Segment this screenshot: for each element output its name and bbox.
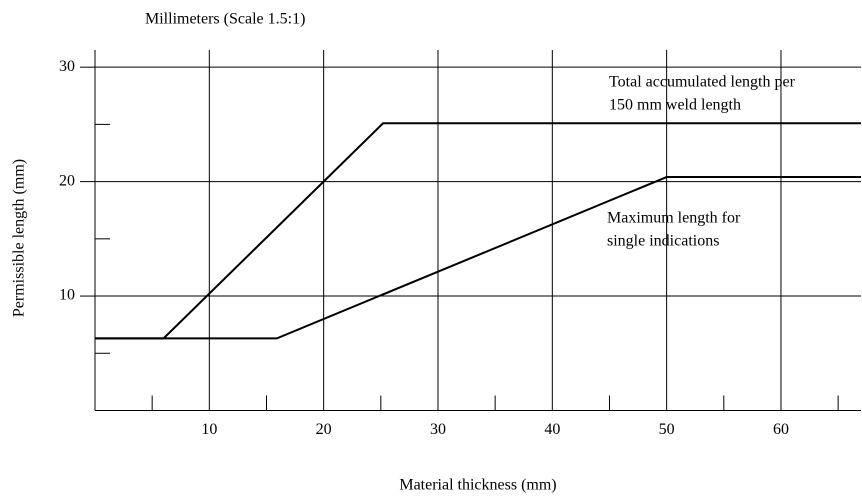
y-axis-label: Permissible length (mm) — [11, 159, 28, 317]
x-tick-label: 40 — [544, 421, 560, 438]
annotation: single indications — [607, 233, 719, 250]
x-tick-label: 20 — [316, 421, 332, 438]
y-tick-label: 20 — [59, 172, 75, 189]
x-tick-label: 10 — [201, 421, 217, 438]
annotation: Total accumulated length per — [609, 74, 796, 91]
y-tick-label: 30 — [59, 58, 75, 75]
x-tick-label: 30 — [430, 421, 446, 438]
annotation: 150 mm weld length — [609, 97, 741, 114]
annotation: Maximum length for — [607, 210, 741, 227]
x-axis-label: Material thickness (mm) — [399, 477, 556, 494]
y-tick-label: 10 — [59, 287, 75, 304]
data-line — [95, 176, 861, 340]
x-tick-label: 60 — [773, 421, 789, 438]
chart-title: Millimeters (Scale 1.5:1) — [145, 11, 305, 28]
x-tick-label: 50 — [659, 421, 675, 438]
